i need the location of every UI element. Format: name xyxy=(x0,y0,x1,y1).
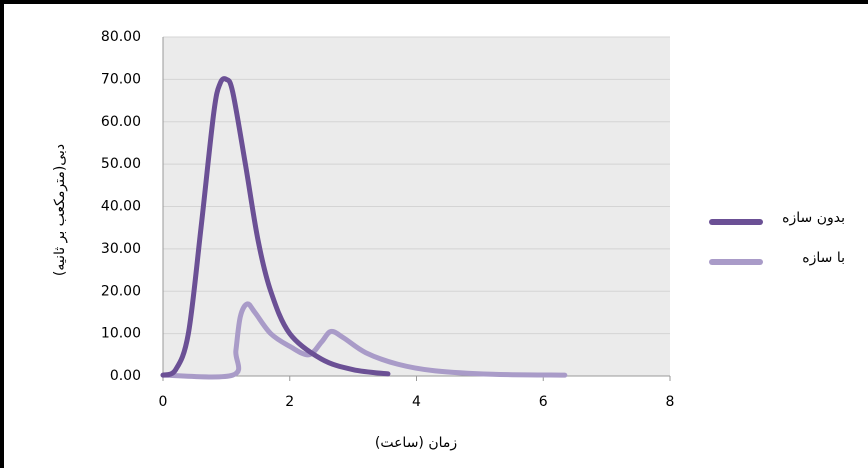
legend-label: بدون سازه xyxy=(782,210,845,226)
y-tick-label: 10.00 xyxy=(101,326,141,342)
y-tick-label: 60.00 xyxy=(101,114,141,130)
y-tick-label: 40.00 xyxy=(101,199,141,215)
y-axis-label: دبی(مترمکعب بر ثانیه) xyxy=(52,144,68,276)
data-line xyxy=(160,301,568,380)
x-tick-label: 4 xyxy=(412,394,421,410)
x-tick-label: 6 xyxy=(539,394,548,410)
legend-label: با سازه xyxy=(802,250,845,266)
data-line xyxy=(160,76,391,378)
y-tick-label: 0.00 xyxy=(110,368,141,384)
y-tick-label: 80.00 xyxy=(101,29,141,45)
y-tick-label: 30.00 xyxy=(101,241,141,257)
y-tick-label: 70.00 xyxy=(101,71,141,87)
y-tick-label: 50.00 xyxy=(101,156,141,172)
y-tick-label: 20.00 xyxy=(101,283,141,299)
x-tick-label: 8 xyxy=(666,394,675,410)
x-tick-label: 2 xyxy=(285,394,294,410)
x-axis-label: زمان (ساعت) xyxy=(375,435,457,451)
x-tick-label: 0 xyxy=(159,394,168,410)
